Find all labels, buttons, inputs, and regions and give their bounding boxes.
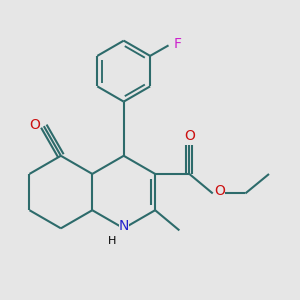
Text: O: O: [29, 118, 40, 132]
Text: O: O: [214, 184, 225, 198]
Text: H: H: [108, 236, 116, 247]
Text: F: F: [174, 37, 182, 51]
Text: N: N: [118, 219, 129, 233]
Text: O: O: [184, 128, 195, 142]
